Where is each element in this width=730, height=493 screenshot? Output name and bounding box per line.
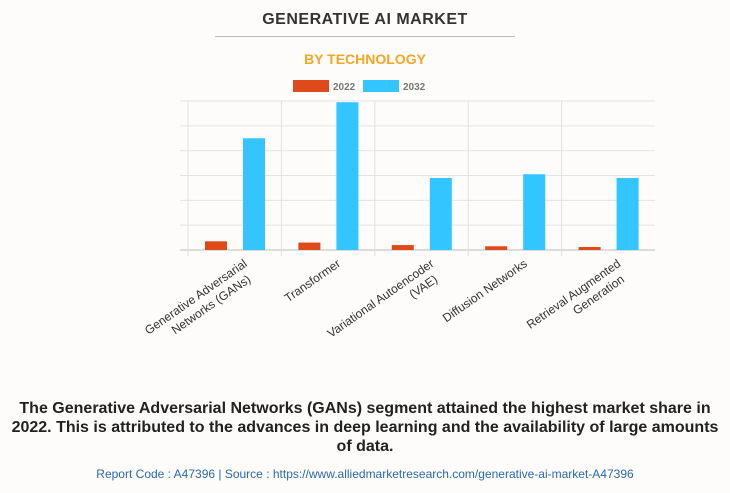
- x-tick-label: Generative AdversarialNetworks (GANs): [142, 256, 258, 349]
- chart-title: GENERATIVE AI MARKET: [262, 11, 468, 28]
- bar-chart: 2022 2032 Generative AdversarialNetworks (…: [142, 80, 655, 352]
- caption: The Generative Adversarial Networks (GAN…: [11, 400, 719, 455]
- bar-2032: [336, 102, 359, 250]
- title-divider: [215, 36, 515, 37]
- bar-2022: [298, 242, 321, 250]
- bar-2032: [243, 138, 265, 250]
- bar-2022: [578, 247, 601, 250]
- legend-swatch: [363, 80, 399, 92]
- x-tick-label: Diffusion Networks: [440, 256, 530, 325]
- bar-2022: [391, 245, 414, 250]
- chart-subtitle: BY TECHNOLOGY: [304, 51, 426, 67]
- bar-2032: [523, 174, 546, 250]
- x-tick-label: Transformer: [282, 256, 343, 305]
- legend-swatch: [293, 80, 329, 92]
- bar-2032: [429, 177, 452, 250]
- source-footer[interactable]: Report Code : A47396 | Source : https://…: [96, 467, 634, 481]
- legend-label: 2022: [333, 82, 356, 93]
- bar-2032: [616, 177, 639, 250]
- x-tick-label: Retrieval AugmentedGeneration: [524, 256, 632, 344]
- bar-2022: [205, 241, 227, 250]
- bar-2022: [485, 246, 508, 250]
- x-tick-label: Variational Autoencoder(VAE): [325, 256, 445, 352]
- legend-label: 2032: [403, 82, 426, 93]
